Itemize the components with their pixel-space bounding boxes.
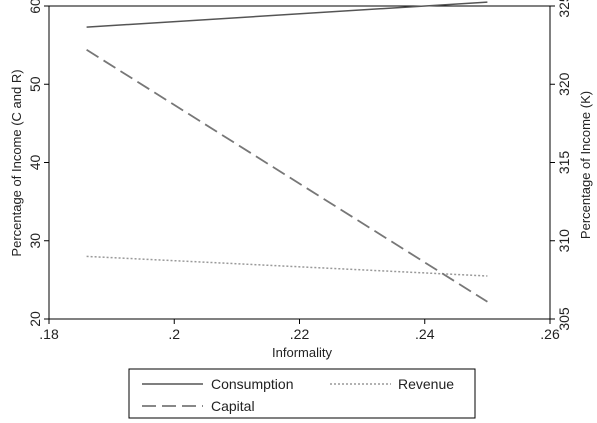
legend: Consumption Revenue Capital bbox=[128, 368, 476, 419]
y-left-tick-label: 30 bbox=[27, 233, 43, 249]
y-right-tick-label: 320 bbox=[556, 72, 572, 96]
series-line-capital bbox=[86, 49, 488, 303]
y-left-tick-label: 20 bbox=[27, 311, 43, 327]
y-axis-title-left: Percentage of Income (C and R) bbox=[9, 69, 24, 256]
legend-label-revenue: Revenue bbox=[398, 376, 454, 392]
y-left-tick-label: 40 bbox=[27, 155, 43, 171]
y-right-tick-label: 315 bbox=[556, 151, 572, 175]
legend-box bbox=[128, 368, 476, 419]
axis-layer: .18 .2 .22 .24 .26 20 30 40 50 60 305 310 315 320 325 bbox=[27, 0, 572, 342]
series-layer bbox=[86, 1, 488, 303]
y-left-tick-label: 50 bbox=[27, 76, 43, 92]
y-right-tick-label: 310 bbox=[556, 229, 572, 253]
y-right-tick-label: 325 bbox=[556, 0, 572, 18]
x-tick-label: .26 bbox=[540, 326, 560, 342]
y-axis-title-right: Percentage of Income (K) bbox=[578, 91, 593, 239]
plot-frame bbox=[48, 5, 551, 320]
x-tick-label: .18 bbox=[39, 326, 59, 342]
x-axis-title: Informality bbox=[272, 345, 332, 360]
x-tick-label: .2 bbox=[168, 326, 180, 342]
legend-label-consumption: Consumption bbox=[211, 376, 294, 392]
legend-label-capital: Capital bbox=[211, 398, 255, 414]
y-left-tick-label: 60 bbox=[27, 0, 43, 14]
x-tick-label: .24 bbox=[415, 326, 435, 342]
series-line-revenue bbox=[86, 255, 488, 277]
x-tick-label: .22 bbox=[290, 326, 310, 342]
series-line-consumption bbox=[86, 1, 488, 28]
y-right-tick-label: 305 bbox=[556, 307, 572, 331]
